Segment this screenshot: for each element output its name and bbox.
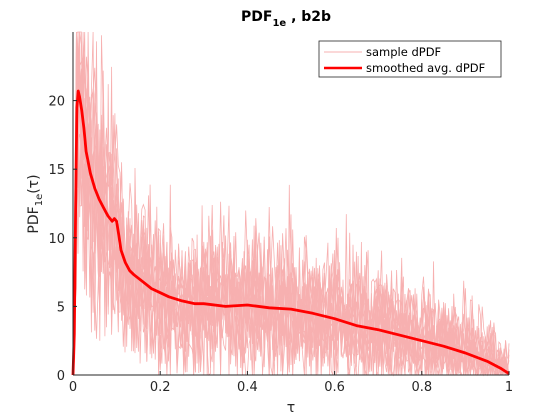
sample-dpdf-line [72,31,509,376]
x-tick-label: 0.6 [324,380,345,395]
y-tick-label: 20 [48,95,65,110]
x-axis-label: τ [287,400,295,416]
y-tick-label: 0 [57,369,65,384]
sample-dpdf-lines [72,31,510,377]
y-axis-label: PDF1e(τ) [26,174,45,233]
x-ticks: 0 0.2 0.4 0.6 0.8 1 [69,371,513,395]
y-tick-label: 15 [48,163,65,178]
y-tick-label: 10 [48,232,65,247]
x-tick-label: 0.2 [150,380,171,395]
y-tick-label: 5 [57,300,65,315]
smoothed-avg-dpdf-line [71,89,510,376]
legend-label-sample: sample dPDF [366,45,441,59]
x-tick-label: 1 [505,380,513,395]
sample-dpdf-line [72,31,510,377]
sample-dpdf-line [72,41,510,376]
sample-dpdf-line [72,31,510,376]
x-tick-label: 0 [69,380,77,395]
y-ticks: 0 5 10 15 20 [48,95,77,384]
x-tick-label: 0.8 [411,380,432,395]
legend: sample dPDF smoothed avg. dPDF [318,40,502,78]
chart-title: PDF1e , b2b [241,9,331,29]
legend-box [318,40,502,78]
legend-label-avg: smoothed avg. dPDF [366,61,485,75]
x-tick-label: 0.4 [237,380,258,395]
smoothed-avg-line-group [71,89,510,376]
